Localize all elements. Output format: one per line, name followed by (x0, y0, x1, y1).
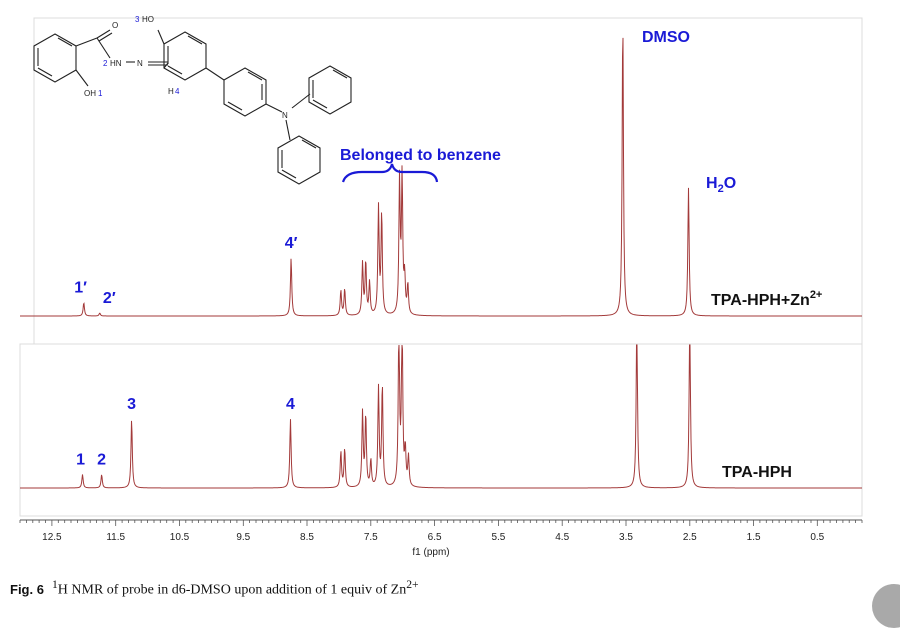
spectrum-name-tpa-hph-zn: TPA-HPH+Zn2+ (711, 289, 822, 309)
x-axis: 12.5 11.5 10.5 9.5 8.5 7.5 6.5 5.5 4.5 3.5 2.5 1.5 0… (19, 519, 863, 543)
atom-label-h: H (168, 87, 174, 96)
atom-label-n-amine: N (282, 111, 288, 120)
atom-label-oh: OH (84, 89, 96, 98)
x-tick-label: 8.5 (300, 532, 314, 543)
x-axis-label: f1 (ppm) (412, 547, 449, 558)
atom-label-ho: HO (142, 15, 154, 24)
benzene-annotation-label: Belonged to benzene (340, 147, 501, 164)
x-tick-label: 3.5 (619, 532, 633, 543)
position-number-1: 1 (98, 89, 103, 98)
dmso-label: DMSO (642, 29, 690, 46)
caption-text: H NMR of probe in d6-DMSO upon addition … (57, 582, 407, 598)
peak-label-4-prime: 4′ (285, 235, 298, 252)
position-number-2: 2 (103, 59, 108, 68)
figure-caption: Fig. 6 1H NMR of probe in d6-DMSO upon ad… (10, 578, 870, 599)
spectrum-name-tpa-hph: TPA-HPH (722, 464, 792, 481)
atom-label-n-imine: N (137, 59, 143, 68)
caption-superscript-1: 1 (51, 578, 58, 591)
spectrum-line-tpa-hph-zn (20, 37, 862, 317)
peak-label-3: 3 (127, 396, 136, 413)
x-tick-label: 2.5 (683, 532, 697, 543)
lower-panel-frame (19, 343, 863, 517)
x-tick-label: 10.5 (170, 532, 190, 543)
chemical-structure (33, 29, 352, 185)
x-tick-label: 5.5 (491, 532, 505, 543)
x-tick-label: 12.5 (42, 532, 62, 543)
x-tick-label: 1.5 (747, 532, 761, 543)
x-tick-label: 9.5 (236, 532, 250, 543)
spectrum-line-tpa-hph (20, 344, 862, 489)
x-tick-label: 11.5 (106, 532, 125, 543)
corner-decoration (872, 584, 900, 628)
atom-label-o: O (112, 21, 118, 30)
benzene-brace (341, 163, 439, 183)
position-number-3: 3 (135, 15, 140, 24)
figure-number: Fig. 6 (10, 581, 44, 597)
position-number-4: 4 (175, 87, 180, 96)
water-label: H2O (706, 175, 736, 195)
peak-label-4: 4 (286, 396, 295, 413)
structure-labels: O 2 HN N OH 1 3 HO H 4 N (84, 15, 288, 120)
peak-label-1: 1 (76, 452, 85, 469)
peak-label-2-prime: 2′ (103, 290, 116, 307)
atom-label-hn: HN (110, 59, 122, 68)
x-tick-label: 0.5 (810, 532, 824, 543)
x-tick-label: 4.5 (555, 532, 569, 543)
caption-superscript-2: 2+ (406, 578, 419, 591)
peak-label-1-prime: 1′ (74, 280, 87, 297)
peak-label-2: 2 (97, 452, 106, 469)
x-tick-label: 6.5 (428, 532, 442, 543)
nmr-figure: O 2 HN N OH 1 3 HO H 4 N 1′ 2′ 4′ 1 2 3 … (19, 15, 863, 558)
x-tick-label: 7.5 (364, 532, 378, 543)
